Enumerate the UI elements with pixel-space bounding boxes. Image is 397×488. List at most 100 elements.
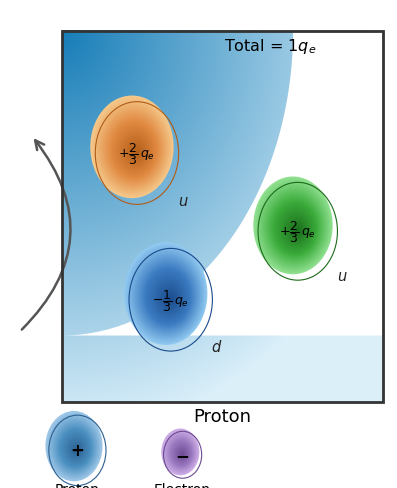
Ellipse shape <box>58 427 93 469</box>
Ellipse shape <box>135 256 199 335</box>
Ellipse shape <box>57 425 94 470</box>
Ellipse shape <box>256 181 330 271</box>
Ellipse shape <box>141 263 195 329</box>
Ellipse shape <box>157 283 182 314</box>
Ellipse shape <box>172 442 191 465</box>
Text: u: u <box>178 194 187 208</box>
Ellipse shape <box>160 287 179 310</box>
Ellipse shape <box>285 217 307 244</box>
Ellipse shape <box>295 228 301 235</box>
Ellipse shape <box>127 141 145 164</box>
Ellipse shape <box>178 449 187 460</box>
Ellipse shape <box>132 148 141 158</box>
Ellipse shape <box>270 198 320 259</box>
Ellipse shape <box>108 118 160 182</box>
Ellipse shape <box>268 195 321 261</box>
Text: −: − <box>176 446 189 464</box>
Ellipse shape <box>65 435 87 463</box>
Ellipse shape <box>45 411 102 481</box>
Ellipse shape <box>262 188 326 266</box>
Ellipse shape <box>131 251 202 339</box>
Ellipse shape <box>274 203 316 254</box>
Ellipse shape <box>172 442 191 465</box>
Ellipse shape <box>144 267 192 326</box>
Ellipse shape <box>167 436 195 470</box>
Ellipse shape <box>158 285 181 312</box>
Ellipse shape <box>289 221 305 241</box>
Ellipse shape <box>176 447 188 461</box>
Ellipse shape <box>97 105 168 192</box>
Ellipse shape <box>181 452 184 457</box>
Ellipse shape <box>297 231 299 233</box>
Ellipse shape <box>69 440 84 459</box>
Ellipse shape <box>64 434 88 464</box>
Ellipse shape <box>181 453 183 456</box>
Ellipse shape <box>126 245 206 343</box>
Ellipse shape <box>61 430 91 467</box>
Ellipse shape <box>145 268 191 325</box>
Ellipse shape <box>264 191 324 264</box>
Ellipse shape <box>174 444 189 463</box>
Ellipse shape <box>117 129 152 173</box>
Ellipse shape <box>176 447 188 462</box>
Ellipse shape <box>168 436 195 469</box>
Text: Proton: Proton <box>193 407 251 425</box>
Ellipse shape <box>292 225 302 237</box>
Ellipse shape <box>54 422 96 473</box>
Ellipse shape <box>54 421 96 474</box>
Ellipse shape <box>76 448 79 452</box>
Ellipse shape <box>261 187 327 267</box>
Ellipse shape <box>127 247 204 342</box>
Ellipse shape <box>119 132 151 171</box>
Ellipse shape <box>173 444 190 464</box>
Ellipse shape <box>125 140 146 165</box>
Ellipse shape <box>291 224 303 238</box>
Ellipse shape <box>253 177 333 275</box>
Ellipse shape <box>168 297 173 303</box>
Ellipse shape <box>116 128 154 174</box>
Ellipse shape <box>130 250 203 340</box>
Ellipse shape <box>135 151 139 156</box>
Text: $-\dfrac{1}{3}\,q_e$: $-\dfrac{1}{3}\,q_e$ <box>152 287 189 313</box>
Ellipse shape <box>165 433 197 472</box>
Ellipse shape <box>118 131 152 172</box>
Ellipse shape <box>74 447 80 453</box>
Ellipse shape <box>290 222 304 239</box>
Ellipse shape <box>164 431 198 473</box>
Ellipse shape <box>164 291 176 307</box>
Ellipse shape <box>66 436 87 462</box>
Ellipse shape <box>138 260 197 332</box>
Ellipse shape <box>170 299 172 301</box>
Ellipse shape <box>95 102 170 194</box>
Ellipse shape <box>254 179 332 274</box>
Text: u: u <box>337 268 347 283</box>
Ellipse shape <box>162 430 198 474</box>
Ellipse shape <box>75 447 79 453</box>
Ellipse shape <box>77 450 78 451</box>
Ellipse shape <box>70 442 83 457</box>
Ellipse shape <box>93 99 172 197</box>
Ellipse shape <box>167 296 173 304</box>
Ellipse shape <box>154 280 183 316</box>
Ellipse shape <box>166 434 196 471</box>
Text: d: d <box>212 339 221 354</box>
Ellipse shape <box>136 152 138 155</box>
Text: Proton: Proton <box>55 483 100 488</box>
Ellipse shape <box>281 211 311 248</box>
Ellipse shape <box>162 290 177 308</box>
Ellipse shape <box>111 122 157 179</box>
Ellipse shape <box>177 447 187 461</box>
Ellipse shape <box>110 121 158 180</box>
Ellipse shape <box>55 423 95 472</box>
Ellipse shape <box>106 115 162 184</box>
Text: Electron: Electron <box>154 483 211 488</box>
Ellipse shape <box>77 449 78 451</box>
Ellipse shape <box>137 259 197 333</box>
Ellipse shape <box>131 146 142 160</box>
Ellipse shape <box>151 276 186 319</box>
Ellipse shape <box>60 429 91 468</box>
Ellipse shape <box>169 438 193 468</box>
Ellipse shape <box>58 426 93 470</box>
Ellipse shape <box>72 444 82 456</box>
Ellipse shape <box>295 229 299 234</box>
